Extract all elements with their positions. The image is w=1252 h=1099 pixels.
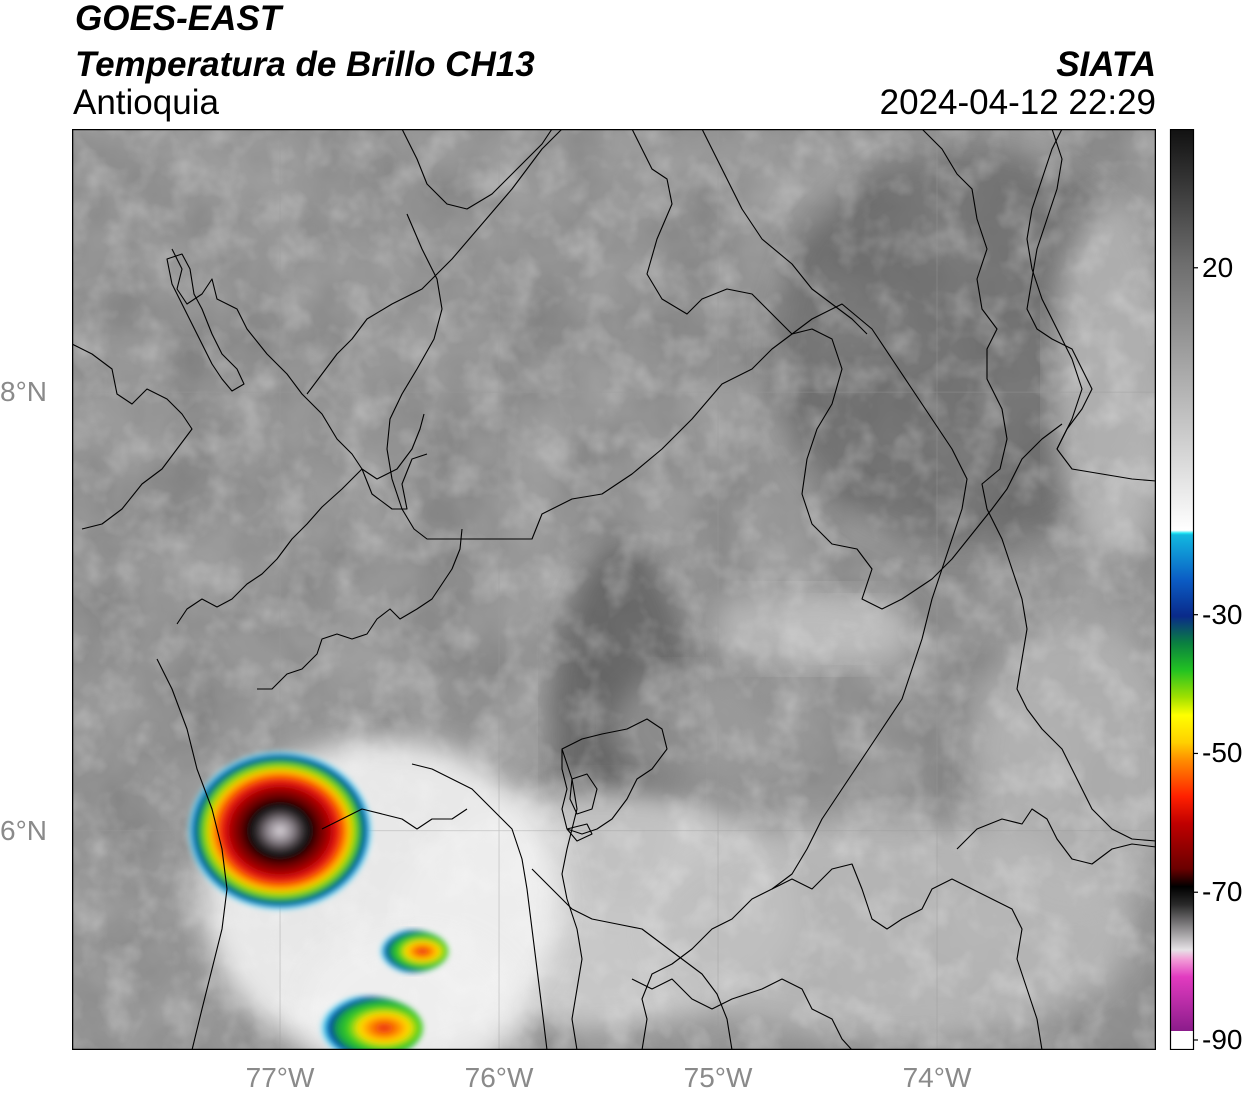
colorbar-gradient [1170, 129, 1194, 1031]
east-border [921, 129, 1156, 842]
product-title: Temperatura de Brillo CH13 [75, 45, 535, 84]
colorbar-label-0: 20 [1202, 251, 1234, 283]
colorbar [1169, 129, 1198, 1050]
coast-north [401, 129, 553, 210]
lon-tick-label-3: 74°W [902, 1062, 972, 1093]
muni-small [569, 773, 598, 815]
east-border-2 [1026, 129, 1083, 450]
santander-border [1026, 129, 1156, 482]
colorbar-ticks [1194, 267, 1198, 1041]
satellite-map[interactable] [72, 129, 1156, 1050]
cordoba-border [631, 129, 1063, 610]
satellite-title: GOES-EAST [75, 0, 282, 38]
cloud-speckle [72, 129, 1156, 1050]
peninsula [166, 253, 245, 392]
region-label: Antioquia [73, 83, 219, 122]
department-borders [72, 129, 1156, 1050]
dept-border-north [386, 213, 968, 1050]
map-frame [72, 129, 1156, 1050]
uraba-border [176, 453, 428, 625]
choco-border [257, 528, 463, 690]
organization-label: SIATA [1056, 45, 1156, 84]
lat-tick-label-0: 8°N [0, 376, 47, 408]
datetime-label: 2024-04-12 22:29 [879, 83, 1156, 122]
lon-tick-label-1: 76°W [464, 1062, 534, 1093]
bolivar-border [701, 129, 868, 335]
colorbar-under [1170, 1031, 1194, 1050]
colorbar-label-3: -70 [1202, 876, 1243, 908]
lon-tick-label-0: 77°W [245, 1062, 315, 1093]
boyaca-border [956, 808, 1156, 865]
colorbar-label-4: -90 [1202, 1024, 1243, 1055]
lon-tick-label-2: 75°W [683, 1062, 753, 1093]
choco-west [156, 658, 228, 1050]
magdalena-river [561, 748, 583, 1050]
colorbar-label-2: -50 [1202, 737, 1243, 769]
colorbar-frame [1169, 129, 1195, 1050]
southeast-border [771, 863, 1043, 1050]
colorbar-label-1: -30 [1202, 598, 1243, 630]
atrato-river [306, 129, 563, 395]
storm-cell-1 [374, 930, 449, 973]
gulf-coast-west [72, 343, 193, 530]
lat-tick-label-1: 6°N [0, 814, 47, 846]
risaralda-border [321, 808, 468, 830]
caldas-border [411, 763, 548, 1050]
storm-cells [186, 749, 449, 1050]
south-border [631, 978, 853, 1050]
medellin-muni [561, 718, 668, 835]
storm-cell-2 [312, 996, 423, 1050]
storm-cell-0 [186, 749, 374, 912]
muni-small-2 [566, 823, 593, 842]
